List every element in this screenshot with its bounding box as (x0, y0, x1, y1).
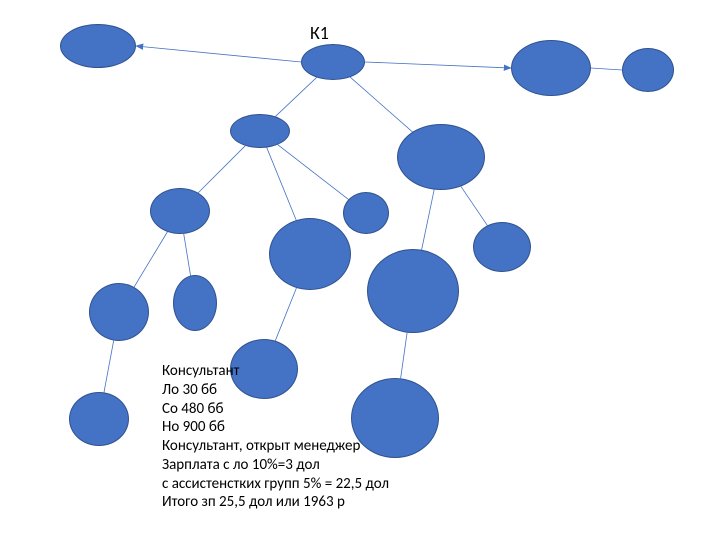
diagram-stage: К1 Консультант Ло 30 бб Со 480 бб Но 900… (0, 0, 720, 540)
edge-l4a-l5a (104, 341, 114, 393)
edge-root-l2a (275, 77, 316, 116)
node-l3c (343, 192, 389, 234)
node-tl (60, 24, 136, 68)
node-l4b (173, 275, 217, 331)
edge-l2b-l3d (461, 186, 487, 225)
edge-l2a-l3a (198, 146, 245, 193)
edge-l3a-l4a (134, 232, 167, 287)
edge-l2a-l3c (278, 145, 349, 200)
edge-l3e-l4d (401, 333, 407, 379)
node-tr2 (622, 48, 674, 92)
edge-root-tr1 (365, 62, 511, 68)
edge-l2a-l3b (267, 148, 296, 221)
edge-l3a-l4b (184, 234, 191, 276)
node-l2a (230, 114, 290, 148)
k1-label: К1 (310, 22, 329, 44)
node-l3d (473, 222, 531, 272)
info-text-block: Консультант Ло 30 бб Со 480 бб Но 900 бб… (162, 362, 389, 512)
node-l3e (367, 249, 459, 333)
node-l5a (69, 392, 129, 446)
node-l3b (269, 218, 351, 290)
edge-root-tl (136, 46, 301, 62)
edge-l2b-l3e (422, 190, 435, 250)
edge-tr1-tr2 (591, 68, 622, 70)
node-root (301, 44, 365, 80)
node-l4a (89, 283, 149, 341)
edge-l3b-l4c (275, 288, 296, 341)
edge-root-l2b (350, 77, 412, 132)
node-l3a (150, 188, 210, 234)
node-l2b (397, 124, 485, 190)
node-tr1 (511, 40, 591, 96)
